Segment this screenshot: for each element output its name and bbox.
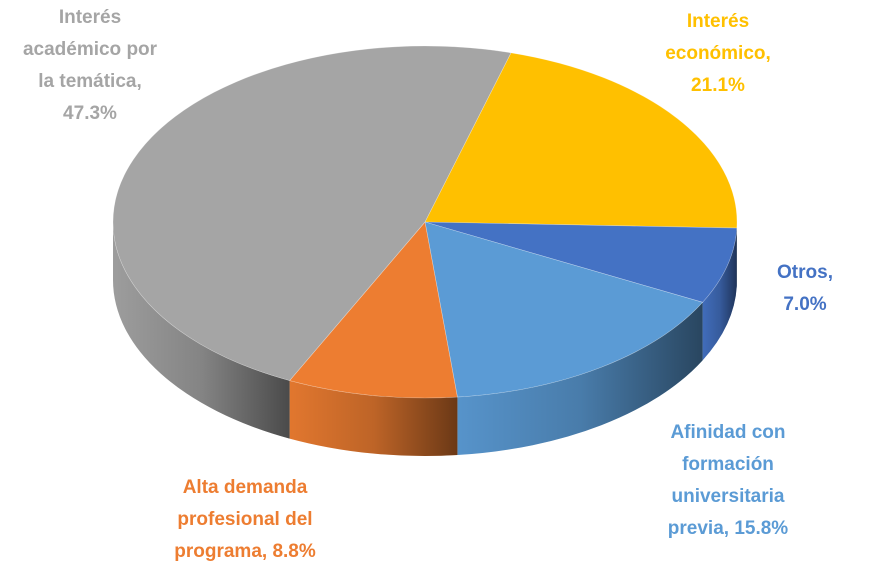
data-label: Interés académico por la temática, 47.3% (23, 2, 157, 130)
data-label: Afinidad con formación universitaria pre… (668, 417, 788, 545)
data-label: Interés económico, 21.1% (665, 6, 771, 102)
data-label: Alta demanda profesional del programa, 8… (174, 472, 316, 568)
data-label: Otros, 7.0% (769, 257, 841, 321)
